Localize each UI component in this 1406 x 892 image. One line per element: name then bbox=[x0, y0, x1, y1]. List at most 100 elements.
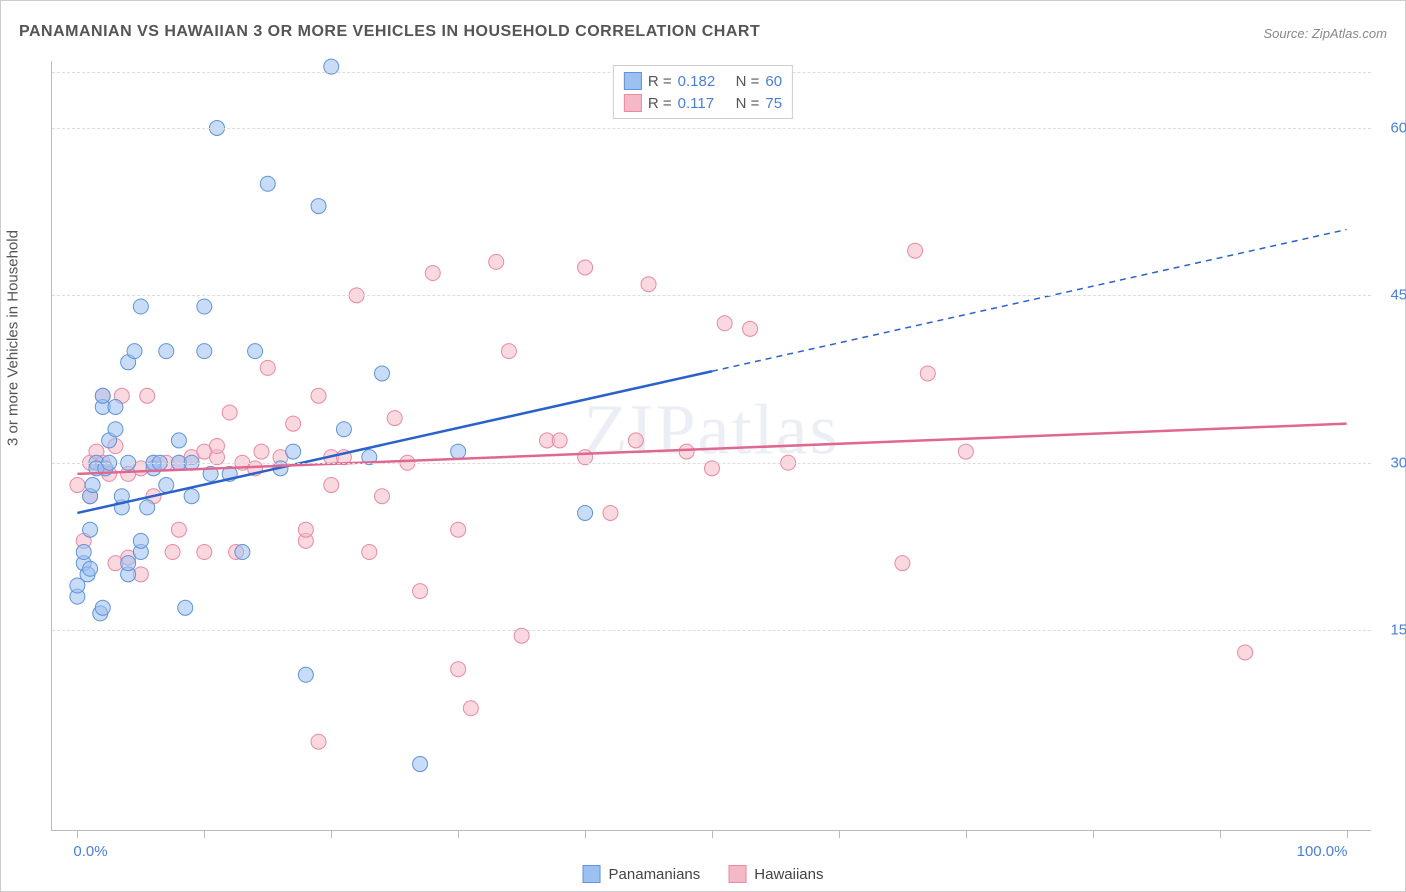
trend-line-extrapolated bbox=[712, 230, 1347, 372]
r-value: 0.182 bbox=[678, 73, 730, 90]
scatter-point bbox=[362, 545, 377, 560]
scatter-point bbox=[197, 545, 212, 560]
x-tick bbox=[839, 830, 840, 838]
x-tick-label: 100.0% bbox=[1297, 843, 1348, 860]
r-value: 0.117 bbox=[678, 95, 730, 112]
plot-area: ZIPatlas 15.0%30.0%45.0%60.0%0.0%100.0% bbox=[51, 61, 1371, 831]
y-tick-label: 30.0% bbox=[1390, 454, 1406, 471]
legend-stats: R =0.182N =60R =0.117N =75 bbox=[613, 65, 793, 119]
gridline bbox=[52, 128, 1371, 129]
scatter-point bbox=[311, 734, 326, 749]
n-label: N = bbox=[736, 95, 760, 112]
scatter-point bbox=[286, 444, 301, 459]
x-tick bbox=[1093, 830, 1094, 838]
scatter-point bbox=[413, 757, 428, 772]
x-tick bbox=[585, 830, 586, 838]
scatter-svg bbox=[52, 61, 1372, 831]
x-tick bbox=[77, 830, 78, 838]
scatter-point bbox=[908, 243, 923, 258]
x-tick bbox=[458, 830, 459, 838]
legend-stat-row: R = 0.117 N = 75 bbox=[624, 92, 782, 114]
source-label: Source: ZipAtlas.com bbox=[1263, 26, 1387, 41]
gridline bbox=[52, 630, 1371, 631]
scatter-point bbox=[603, 505, 618, 520]
scatter-point bbox=[83, 561, 98, 576]
scatter-point bbox=[679, 444, 694, 459]
scatter-point bbox=[171, 522, 186, 537]
source-prefix: Source: bbox=[1263, 26, 1311, 41]
x-tick-label: 0.0% bbox=[73, 843, 107, 860]
scatter-point bbox=[298, 667, 313, 682]
y-tick-label: 15.0% bbox=[1390, 622, 1406, 639]
x-tick bbox=[1220, 830, 1221, 838]
scatter-point bbox=[489, 254, 504, 269]
scatter-point bbox=[286, 416, 301, 431]
scatter-point bbox=[311, 388, 326, 403]
source-value: ZipAtlas.com bbox=[1312, 26, 1387, 41]
scatter-point bbox=[76, 545, 91, 560]
scatter-point bbox=[133, 533, 148, 548]
gridline bbox=[52, 463, 1371, 464]
legend-series: PanamaniansHawaiians bbox=[583, 865, 824, 883]
scatter-point bbox=[641, 277, 656, 292]
scatter-point bbox=[159, 344, 174, 359]
scatter-point bbox=[95, 388, 110, 403]
scatter-point bbox=[108, 422, 123, 437]
scatter-point bbox=[451, 662, 466, 677]
scatter-point bbox=[717, 316, 732, 331]
x-tick bbox=[712, 830, 713, 838]
scatter-point bbox=[248, 344, 263, 359]
scatter-point bbox=[165, 545, 180, 560]
n-label: N = bbox=[736, 73, 760, 90]
scatter-point bbox=[324, 478, 339, 493]
chart-container: PANAMANIAN VS HAWAIIAN 3 OR MORE VEHICLE… bbox=[0, 0, 1406, 892]
scatter-point bbox=[336, 422, 351, 437]
legend-stat-row: R =0.182N =60 bbox=[624, 70, 782, 92]
scatter-point bbox=[628, 433, 643, 448]
scatter-point bbox=[235, 545, 250, 560]
legend-series-item: Hawaiians bbox=[728, 865, 823, 883]
scatter-point bbox=[254, 444, 269, 459]
scatter-point bbox=[171, 433, 186, 448]
scatter-point bbox=[451, 444, 466, 459]
scatter-point bbox=[197, 344, 212, 359]
scatter-point bbox=[375, 366, 390, 381]
scatter-point bbox=[222, 405, 237, 420]
scatter-point bbox=[184, 489, 199, 504]
scatter-point bbox=[451, 522, 466, 537]
scatter-point bbox=[140, 388, 155, 403]
legend-swatch bbox=[624, 94, 642, 112]
x-tick bbox=[1347, 830, 1348, 838]
scatter-point bbox=[501, 344, 516, 359]
scatter-point bbox=[260, 176, 275, 191]
y-tick-label: 60.0% bbox=[1390, 119, 1406, 136]
r-label: R = bbox=[648, 95, 672, 112]
scatter-point bbox=[85, 478, 100, 493]
x-tick bbox=[966, 830, 967, 838]
scatter-point bbox=[463, 701, 478, 716]
n-value: 75 bbox=[765, 95, 782, 112]
scatter-point bbox=[578, 505, 593, 520]
scatter-point bbox=[895, 556, 910, 571]
scatter-point bbox=[178, 600, 193, 615]
x-tick bbox=[331, 830, 332, 838]
legend-series-label: Hawaiians bbox=[754, 866, 823, 883]
scatter-point bbox=[743, 321, 758, 336]
scatter-point bbox=[210, 439, 225, 454]
scatter-point bbox=[387, 411, 402, 426]
legend-swatch bbox=[583, 865, 601, 883]
scatter-point bbox=[140, 500, 155, 515]
x-tick bbox=[204, 830, 205, 838]
scatter-point bbox=[260, 360, 275, 375]
scatter-point bbox=[298, 522, 313, 537]
scatter-point bbox=[413, 584, 428, 599]
r-label: R = bbox=[648, 73, 672, 90]
y-tick-label: 45.0% bbox=[1390, 287, 1406, 304]
scatter-point bbox=[83, 522, 98, 537]
scatter-point bbox=[578, 260, 593, 275]
scatter-point bbox=[425, 266, 440, 281]
scatter-point bbox=[552, 433, 567, 448]
chart-title: PANAMANIAN VS HAWAIIAN 3 OR MORE VEHICLE… bbox=[19, 23, 760, 41]
scatter-point bbox=[95, 600, 110, 615]
scatter-point bbox=[920, 366, 935, 381]
